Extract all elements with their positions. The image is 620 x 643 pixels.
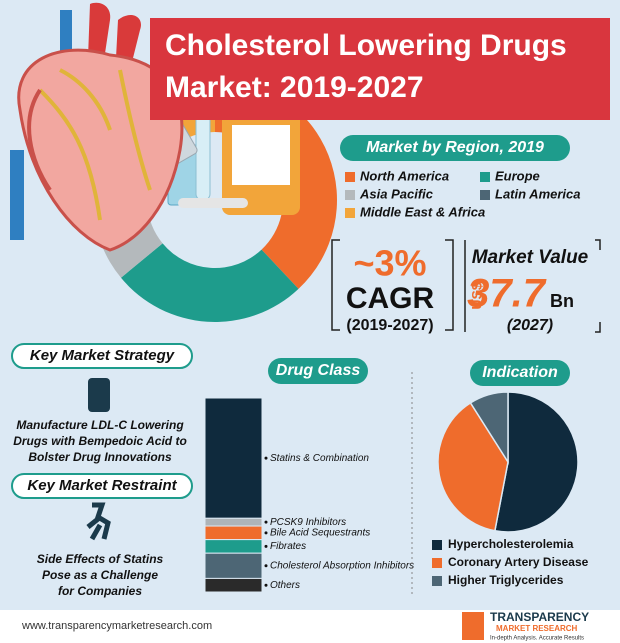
cagr-label: CAGR xyxy=(346,282,435,315)
section-pill xyxy=(11,343,193,369)
section-pill xyxy=(340,135,570,161)
legend-label: PCSK9 Inhibitors xyxy=(270,517,346,528)
bar-segment xyxy=(204,525,263,541)
label-dot xyxy=(264,520,268,524)
legend-label: Europe xyxy=(495,168,540,183)
heart-illustration xyxy=(10,2,184,252)
restraint-text: Pose as a Challenge xyxy=(42,568,158,582)
market-value-year: (2027) xyxy=(507,317,553,334)
legend-label: Coronary Artery Disease xyxy=(448,555,589,569)
legend-label: Statins & Combination xyxy=(270,453,369,464)
charts: Market by Region, 2019 North America Europ… xyxy=(93,78,589,593)
legend-swatch xyxy=(432,558,442,568)
footer xyxy=(0,610,620,643)
legend-label: Middle East & Africa xyxy=(360,204,485,219)
logo xyxy=(462,612,484,640)
title-banner xyxy=(150,18,610,120)
legend-swatch xyxy=(480,190,490,200)
chart-title: Market by Region, 2019 xyxy=(366,139,544,156)
section-title: Key Market Restraint xyxy=(27,477,177,494)
strategy-text: Bolster Drug Innovations xyxy=(28,450,172,464)
title: Market: 2019-2027 xyxy=(165,71,424,104)
currency: US$ xyxy=(469,282,485,309)
bar-segment xyxy=(204,397,263,519)
label-dot xyxy=(264,544,268,548)
legend-swatch xyxy=(345,172,355,182)
footer-url: www.transparencymarketresearch.com xyxy=(21,620,212,632)
legend-swatch xyxy=(480,172,490,182)
market-value: 37.7 xyxy=(467,272,547,316)
label-dot xyxy=(264,456,268,460)
cagr-value: ~3% xyxy=(353,243,426,284)
restraint-text: for Companies xyxy=(58,584,142,598)
legend-label: Bile Acid Sequestrants xyxy=(270,527,370,538)
label-dot xyxy=(264,564,268,568)
bar-segment xyxy=(204,552,263,579)
chart-title: Indication xyxy=(482,364,558,381)
section-pill xyxy=(268,358,368,384)
section-pill xyxy=(470,360,570,386)
icon xyxy=(86,502,111,541)
bracket xyxy=(464,239,601,333)
legend-label: Fibrates xyxy=(270,541,306,552)
legend-swatch xyxy=(345,190,355,200)
market-value-unit: Bn xyxy=(550,291,574,311)
icon xyxy=(88,378,110,412)
brand: TRANSPARENCY xyxy=(490,610,589,624)
bar-segment xyxy=(204,577,263,593)
title: Cholesterol Lowering Drugs xyxy=(165,29,567,62)
legend-label: Others xyxy=(270,580,300,591)
legend-label: Higher Triglycerides xyxy=(448,573,564,587)
donut-segment xyxy=(120,243,299,322)
bracket xyxy=(331,239,454,331)
label-dot xyxy=(264,531,268,535)
legend-label: Asia Pacific xyxy=(359,186,434,201)
restraint-text: Side Effects of Statins xyxy=(37,552,164,566)
section-pill xyxy=(11,473,193,499)
cagr-period: (2019-2027) xyxy=(346,317,433,334)
legend-label: North America xyxy=(360,168,449,183)
legend-swatch xyxy=(345,208,355,218)
legend-swatch xyxy=(432,576,442,586)
legend-label: Latin America xyxy=(495,186,581,201)
brand: MARKET RESEARCH xyxy=(496,624,578,633)
legend-label: Hypercholesterolemia xyxy=(448,537,574,551)
strategy-text: Drugs with Bempedoic Acid to xyxy=(13,434,187,448)
strategy-text: Manufacture LDL-C Lowering xyxy=(16,418,184,432)
tagline: In-depth Analysis. Accurate Results xyxy=(490,636,584,642)
legend-label: Cholesterol Absorption Inhibitors xyxy=(270,560,414,571)
label-dot xyxy=(264,583,268,587)
chart-title: Drug Class xyxy=(276,362,361,379)
legend-swatch xyxy=(432,540,442,550)
market-value-label: Market Value xyxy=(472,247,589,268)
bar-segment xyxy=(204,517,263,527)
section-title: Key Market Strategy xyxy=(30,347,175,364)
pie-slice xyxy=(494,391,579,533)
pie-slice xyxy=(469,391,509,465)
bar-segment xyxy=(204,539,263,554)
